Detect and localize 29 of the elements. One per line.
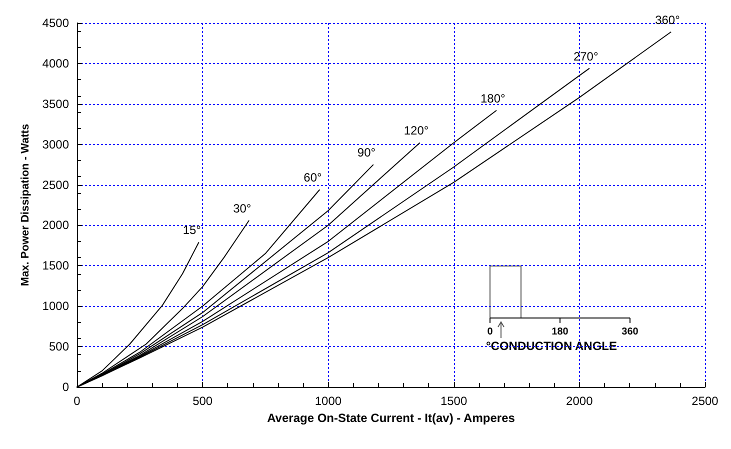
y-tick-label: 4000: [42, 56, 70, 70]
x-tick-label: 2000: [566, 394, 594, 408]
y-tick-label: 4500: [42, 16, 70, 30]
series-label: 15°: [182, 223, 202, 238]
series-label: 180°: [480, 91, 506, 106]
y-tick-label: 3000: [42, 137, 70, 152]
y-tick-label: 1500: [42, 258, 70, 273]
y-tick-label: 2500: [42, 178, 70, 192]
y-tick-label: 1000: [42, 299, 70, 314]
x-axis-title: Average On-State Current - It(av) - Amperes: [267, 410, 516, 425]
y-tick-label: 3500: [42, 96, 70, 111]
series-label: 270°: [573, 49, 598, 64]
y-tick-label: 2000: [42, 218, 70, 232]
series-label: 60°: [304, 170, 322, 185]
annotation: 0: [487, 326, 494, 338]
series-label: 360°: [655, 12, 680, 27]
annotation: 180: [552, 326, 569, 338]
x-tick-label: 2500: [692, 394, 719, 408]
x-tick-label: 500: [192, 394, 213, 408]
x-tick-label: 0: [74, 394, 81, 408]
y-tick-label: 500: [48, 340, 70, 354]
series-label: 90°: [357, 146, 376, 160]
y-tick-label: 0: [62, 380, 70, 394]
annotation: 360: [622, 326, 639, 338]
x-tick-label: 1000: [314, 394, 342, 408]
series-label: 30°: [233, 201, 252, 216]
series-label: 120°: [404, 124, 429, 138]
y-axis-title: Max. Power Dissipation - Watts: [20, 124, 32, 286]
x-tick-label: 1500: [440, 394, 468, 408]
